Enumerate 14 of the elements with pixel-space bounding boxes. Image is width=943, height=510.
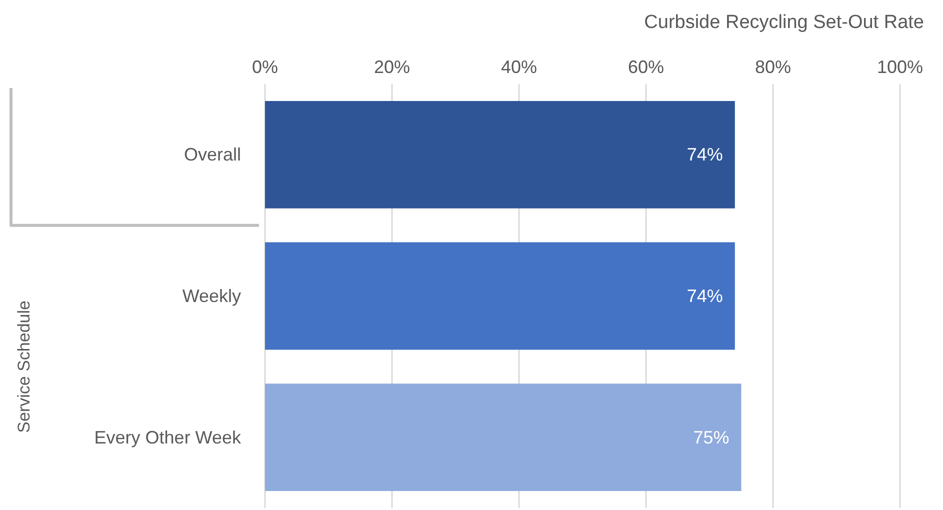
data-label: 74% xyxy=(686,144,723,165)
x-tick-label: 60% xyxy=(628,57,664,77)
x-tick-label: 80% xyxy=(754,57,792,77)
data-label: 75% xyxy=(693,427,730,448)
x-tick-label: 20% xyxy=(374,57,410,77)
data-label: 74% xyxy=(686,286,723,306)
x-tick-label: 100% xyxy=(876,57,924,77)
y-tick-label: Overall xyxy=(184,144,241,165)
y-tick-label: Every Other Week xyxy=(94,427,242,448)
y-axis-title: Service Schedule xyxy=(14,300,34,433)
x-axis-title: Curbside Recycling Set-Out Rate xyxy=(644,12,924,33)
x-tick-label: 40% xyxy=(500,57,538,77)
x-tick-label: 0% xyxy=(252,57,278,77)
y-tick-label: Weekly xyxy=(182,286,241,306)
